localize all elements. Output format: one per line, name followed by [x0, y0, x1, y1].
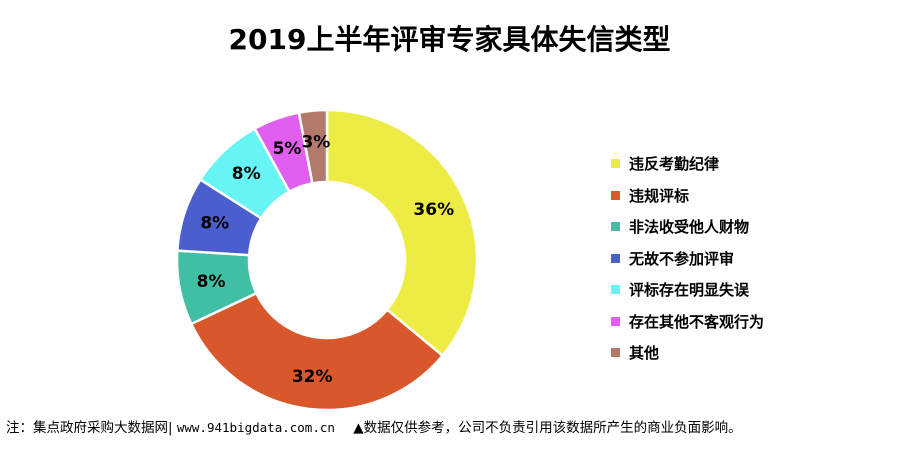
legend-item: 非法收受他人财物 — [611, 211, 764, 243]
donut-slices — [175, 108, 479, 412]
legend-item: 评标存在明显失误 — [611, 274, 764, 306]
legend-label: 其他 — [629, 344, 660, 363]
legend-swatch — [611, 222, 620, 232]
chart-title: 2019上半年评审专家具体失信类型 — [228, 23, 671, 56]
legend-label: 无故不参加评审 — [629, 249, 735, 268]
footer-disclaimer: ▲数据仅供参考，公司不负责引用该数据所产生的商业负面影响。 — [353, 420, 742, 436]
legend-swatch — [611, 190, 620, 200]
legend-swatch — [611, 348, 620, 358]
slice-labels: 36% 32% 8% 8% 8% 5% 3% — [197, 133, 454, 388]
legend-item: 违规评标 — [611, 180, 764, 212]
footer-url[interactable]: www.941bigdata.com.cn — [176, 420, 335, 435]
legend-label: 评标存在明显失误 — [629, 281, 750, 300]
donut-slice — [189, 291, 445, 412]
slice-value-label: 5% — [273, 139, 302, 159]
legend-swatch — [611, 159, 620, 169]
slice-value-label: 32% — [292, 367, 333, 387]
slice-value-label: 36% — [413, 200, 454, 220]
slice-value-label: 8% — [232, 164, 261, 184]
slice-value-label: 3% — [301, 133, 330, 153]
legend-item: 其他 — [611, 337, 764, 369]
donut-slice — [325, 108, 479, 358]
footer-source: 注：集点政府采购大数据网| — [6, 420, 173, 436]
legend-swatch — [611, 253, 620, 263]
slice-value-label: 8% — [200, 214, 229, 234]
legend-item: 无故不参加评审 — [611, 243, 764, 275]
legend-item: 违反考勤纪律 — [611, 148, 764, 180]
legend-label: 违规评标 — [629, 186, 690, 205]
legend-swatch — [611, 316, 620, 326]
legend-label: 违反考勤纪律 — [629, 155, 720, 174]
slice-value-label: 8% — [197, 272, 226, 292]
legend-swatch — [611, 285, 620, 295]
legend-item: 存在其他不客观行为 — [611, 306, 764, 338]
donut-slice — [297, 108, 329, 185]
footer-note: 注：集点政府采购大数据网| www.941bigdata.com.cn ▲数据仅… — [6, 416, 742, 436]
chart-legend: 违反考勤纪律 违规评标非法收受他人财物 无故不参加评审 评标存在明显失误 存在其他不客观… — [611, 148, 764, 369]
legend-label: 存在其他不客观行为 — [629, 312, 765, 331]
legend-label: 非法收受他人财物 — [629, 218, 750, 237]
